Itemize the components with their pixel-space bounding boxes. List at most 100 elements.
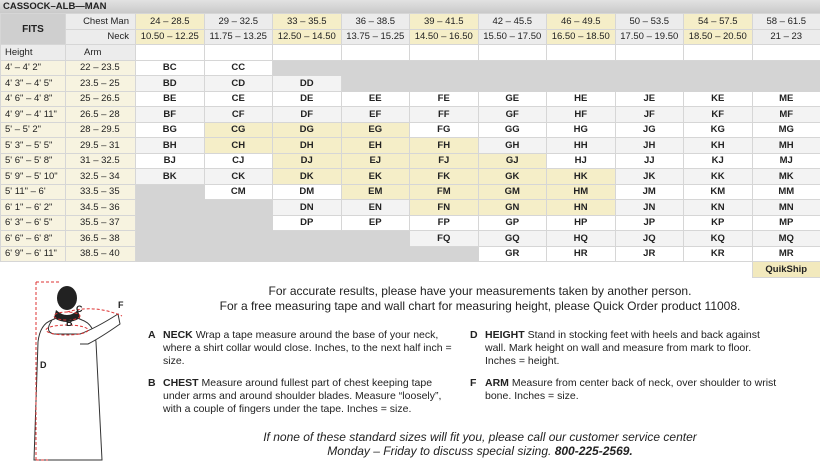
size-code: DF: [272, 106, 342, 123]
blank-cell: [341, 261, 410, 277]
measure-block: D HEIGHT Stand in stocking feet with heel…: [470, 329, 780, 368]
size-row: 5' 6" – 5' 8" 31 – 32.5 BJ CJ DJ EJ FJ GJ HJ JJ KJ…: [0, 152, 820, 169]
size-code: CG: [203, 121, 273, 138]
size-code: JR: [614, 245, 684, 262]
blank-cell: [272, 261, 341, 277]
size-code: EM: [340, 183, 410, 200]
size-code: CD: [203, 75, 273, 92]
size-code: CJ: [203, 152, 273, 169]
chest-range: 39 – 41.5: [409, 13, 479, 30]
size-code: DN: [272, 199, 342, 216]
size-code: HK: [546, 168, 616, 185]
size-code: FN: [409, 199, 479, 216]
unavailable-cell: [272, 245, 342, 262]
label-c: C: [76, 304, 83, 314]
header-row: FITS Chest Man 24 – 28.5 29 – 32.5 33 – 35.5…: [0, 13, 820, 45]
size-code: BC: [135, 59, 205, 76]
size-table: FITS Chest Man 24 – 28.5 29 – 32.5 33 – 35.5…: [0, 13, 820, 278]
size-code: HP: [546, 214, 616, 231]
blank-cell: [340, 44, 410, 61]
size-code: DD: [272, 75, 342, 92]
measure-block: A NECK Wrap a tape measure around the bas…: [148, 329, 458, 368]
size-row: 5' 11" – 6' 33.5 – 35 CM DM EM FM GM HM JM KM MM: [0, 183, 820, 200]
blank-cell: [683, 44, 753, 61]
size-code: KJ: [683, 152, 753, 169]
size-code: EJ: [340, 152, 410, 169]
size-code: KF: [683, 106, 753, 123]
neck-range: 11.75 – 13.25: [203, 28, 273, 45]
size-code: MH: [751, 137, 820, 154]
size-code: DK: [272, 168, 342, 185]
height-range: 4' – 4' 2": [0, 59, 66, 76]
size-code: GR: [477, 245, 547, 262]
unavailable-cell: [340, 230, 410, 247]
size-code: DE: [272, 90, 342, 107]
size-code: HH: [546, 137, 616, 154]
size-code: HF: [546, 106, 616, 123]
size-code: DM: [272, 183, 342, 200]
blank-cell: [546, 261, 615, 277]
height-range: 5' 11" – 6': [0, 183, 66, 200]
blank-cell: [135, 261, 204, 277]
size-code: DJ: [272, 152, 342, 169]
unavailable-cell: [203, 214, 273, 231]
size-row: 4' – 4' 2" 22 – 23.5 BC CC: [0, 59, 820, 76]
height-range: 4' 3" – 4' 5": [0, 75, 66, 92]
size-code: JM: [614, 183, 684, 200]
size-code: KH: [683, 137, 753, 154]
header-row: Neck 10.50 – 12.25 11.75 – 13.25 12.50 – 14…: [1, 28, 820, 45]
size-code: JP: [614, 214, 684, 231]
size-row: 4' 6" – 4' 8" 25 – 26.5 BE CE DE EE FE GE HE JE KE…: [0, 90, 820, 107]
height-range: 4' 6" – 4' 8": [0, 90, 66, 107]
note: For a free measuring tape and wall chart…: [219, 299, 741, 313]
size-code: GN: [477, 199, 547, 216]
header-row: Height Arm: [0, 44, 820, 61]
size-code: CC: [203, 59, 273, 76]
footer-line: Monday – Friday to discuss special sizin…: [140, 444, 820, 458]
size-code: KK: [683, 168, 753, 185]
chest-range: 29 – 32.5: [203, 13, 273, 30]
unavailable-cell: [203, 199, 273, 216]
neck-range: 12.50 – 14.50: [272, 28, 342, 45]
chest-range: 46 – 49.5: [546, 13, 616, 30]
measure-name: ARM: [485, 377, 509, 389]
unavailable-cell: [614, 75, 684, 92]
label-b: B: [66, 318, 73, 328]
size-code: MP: [751, 214, 820, 231]
unavailable-cell: [203, 230, 273, 247]
unavailable-cell: [203, 245, 273, 262]
size-code: KG: [683, 121, 753, 138]
size-code: GM: [477, 183, 547, 200]
size-code: JK: [614, 168, 684, 185]
size-code: HG: [546, 121, 616, 138]
arm-range: 35.5 – 37: [65, 214, 136, 231]
unavailable-cell: [135, 183, 205, 200]
blank-cell: [751, 44, 820, 61]
size-code: EF: [340, 106, 410, 123]
label-d: D: [40, 360, 47, 370]
neck-range: 18.50 – 20.50: [683, 28, 753, 45]
size-code: JH: [614, 137, 684, 154]
size-row: 4' 3" – 4' 5" 23.5 – 25 BD CD DD: [0, 75, 820, 92]
blank-cell: [478, 261, 547, 277]
size-code: FH: [409, 137, 479, 154]
size-code: HE: [546, 90, 616, 107]
blank-cell: [65, 261, 136, 277]
size-code: JE: [614, 90, 684, 107]
arm-label: Arm: [65, 44, 136, 61]
measure-letter: F: [470, 377, 477, 389]
blank-cell: [204, 261, 273, 277]
size-code: EE: [340, 90, 410, 107]
size-code: MQ: [751, 230, 820, 247]
measure-desc: Measure from center back of neck, over s…: [485, 377, 777, 402]
height-range: 6' 6" – 6' 8": [0, 230, 66, 247]
unavailable-cell: [340, 245, 410, 262]
unavailable-cell: [409, 59, 479, 76]
size-code: DG: [272, 121, 342, 138]
size-code: KE: [683, 90, 753, 107]
size-code: GJ: [477, 152, 547, 169]
neck-range: 16.50 – 18.50: [546, 28, 616, 45]
arm-line: [66, 308, 123, 317]
chest-range: 24 – 28.5: [135, 13, 205, 30]
unavailable-cell: [683, 59, 753, 76]
